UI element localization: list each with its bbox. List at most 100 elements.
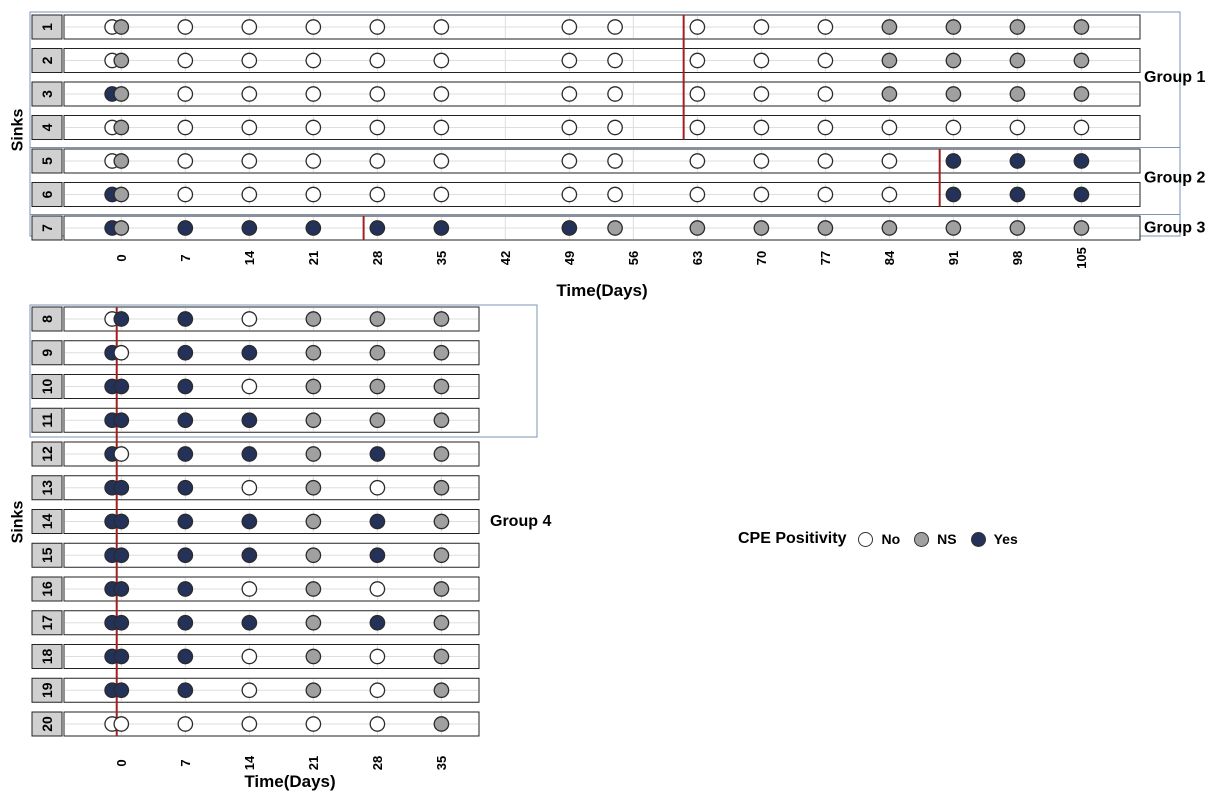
status-point <box>241 19 258 35</box>
sink-label: 14 <box>39 514 55 530</box>
x-tick-label: 21 <box>306 251 321 265</box>
group-label: Group 4 <box>490 513 551 530</box>
sink-strip <box>31 509 63 534</box>
sink-label: 16 <box>39 581 55 597</box>
x-tick-label: 35 <box>434 756 449 770</box>
status-point <box>241 153 258 169</box>
status-point <box>113 547 130 564</box>
status-point <box>369 220 386 236</box>
status-point <box>433 547 450 564</box>
status-point <box>433 119 450 136</box>
legend: CPE Positivity No NS Yes <box>738 529 1032 549</box>
status-point <box>1073 119 1090 136</box>
status-point <box>113 682 130 699</box>
status-point <box>241 52 258 69</box>
status-point <box>369 153 386 169</box>
sink-strip <box>31 148 63 174</box>
status-point <box>881 153 898 169</box>
status-point <box>945 220 962 236</box>
status-point <box>305 682 322 699</box>
status-point <box>305 186 322 203</box>
sink-label: 9 <box>39 349 55 357</box>
group-label: Group 3 <box>1144 220 1205 237</box>
status-point <box>607 86 623 102</box>
x-tick-label: 49 <box>562 251 577 265</box>
x-axis-title: Time(Days) <box>244 772 335 791</box>
sink-strip <box>31 677 63 703</box>
sink-label: 4 <box>39 123 55 131</box>
status-point <box>433 412 450 429</box>
status-point <box>881 19 898 35</box>
sink-label: 6 <box>39 190 55 198</box>
status-point <box>177 581 194 597</box>
status-point <box>241 86 258 102</box>
status-point <box>433 614 450 631</box>
x-tick-label: 77 <box>818 251 833 265</box>
status-point <box>1009 220 1026 236</box>
status-point <box>305 220 322 236</box>
status-point <box>1009 19 1026 35</box>
status-point <box>753 52 770 69</box>
status-point <box>433 311 450 327</box>
status-point <box>305 344 322 361</box>
sink-label: 13 <box>39 480 55 496</box>
status-point <box>753 86 770 102</box>
status-point <box>1009 186 1026 203</box>
status-point <box>305 412 322 429</box>
status-point <box>1073 186 1090 203</box>
status-point <box>433 479 450 496</box>
status-point <box>1009 52 1026 69</box>
status-point <box>433 186 450 203</box>
sink-label: 20 <box>39 716 55 732</box>
status-point <box>753 220 770 236</box>
status-point <box>1073 220 1090 236</box>
status-point <box>369 186 386 203</box>
status-point <box>945 153 962 169</box>
sink-strip <box>31 475 63 501</box>
y-axis-title: Sinks <box>10 109 27 152</box>
status-point <box>177 716 194 732</box>
status-point <box>433 220 450 236</box>
sink-label: 5 <box>39 157 55 165</box>
sink-label: 7 <box>39 224 55 232</box>
status-point <box>433 682 450 699</box>
sink-label: 15 <box>39 547 55 563</box>
status-point <box>113 344 130 361</box>
status-point <box>369 119 386 136</box>
status-point <box>433 716 450 732</box>
status-point <box>817 153 834 169</box>
status-point <box>753 153 770 169</box>
status-point <box>177 19 194 35</box>
status-point <box>607 220 623 236</box>
status-point <box>881 52 898 69</box>
status-point <box>241 311 258 327</box>
sink-label: 12 <box>39 446 55 462</box>
x-tick-label: 98 <box>1010 251 1025 265</box>
sink-label: 19 <box>39 682 55 698</box>
status-point <box>433 153 450 169</box>
legend-no-swatch <box>858 531 874 547</box>
status-point <box>177 344 194 361</box>
status-point <box>369 446 386 462</box>
status-point <box>241 220 258 236</box>
status-point <box>113 220 130 236</box>
status-point <box>177 186 194 203</box>
sink-strip <box>31 711 63 737</box>
x-tick-label: 14 <box>242 250 257 265</box>
status-point <box>177 378 194 395</box>
status-point <box>945 186 962 203</box>
legend-item-no: No <box>858 531 900 547</box>
status-point <box>689 19 706 35</box>
status-point <box>177 648 194 665</box>
legend-yes-swatch <box>970 531 986 547</box>
status-point <box>753 19 770 35</box>
status-point <box>177 412 194 429</box>
x-tick-label: 84 <box>882 250 897 265</box>
status-point <box>433 513 450 530</box>
status-point <box>113 581 130 597</box>
status-point <box>817 19 834 35</box>
status-point <box>305 716 322 732</box>
sink-strip <box>31 306 63 332</box>
sink-label: 8 <box>39 315 55 323</box>
status-point <box>561 220 578 236</box>
